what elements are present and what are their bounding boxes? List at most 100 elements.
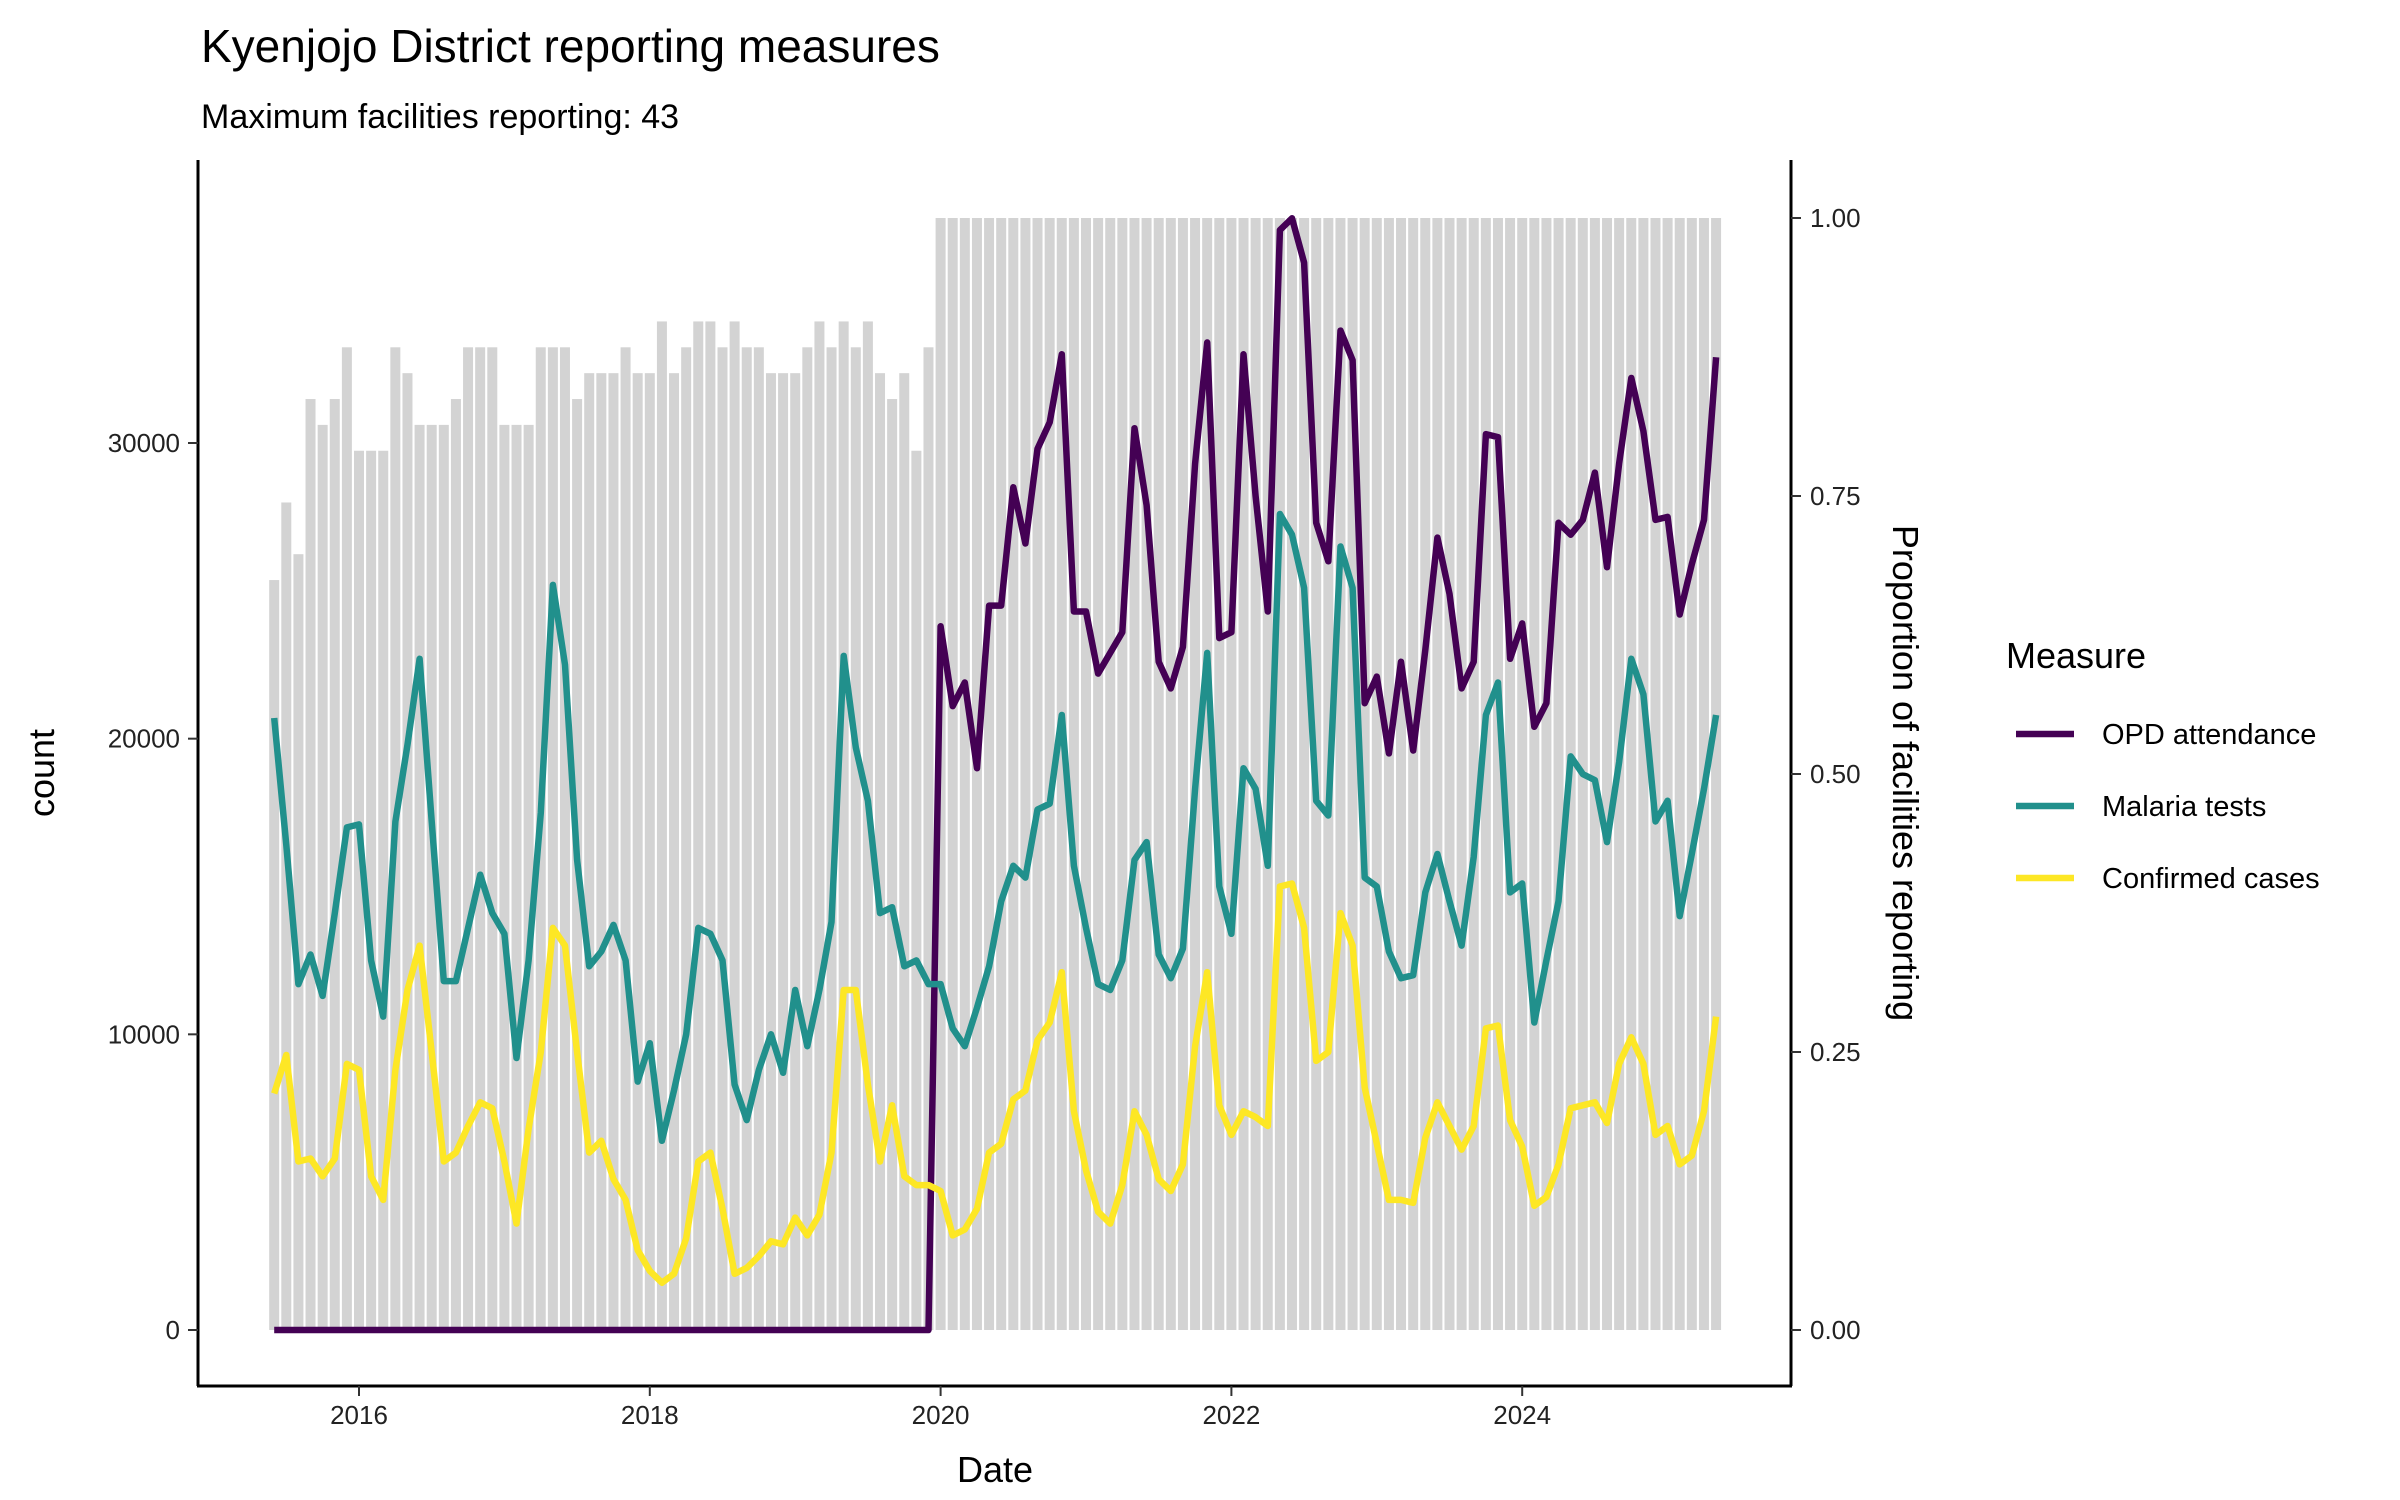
- facility-bar: [1081, 218, 1091, 1330]
- y2-axis-label: Proportion of facilities reporting: [1885, 525, 1926, 1021]
- facility-bar: [632, 373, 643, 1330]
- facility-bar: [1383, 218, 1394, 1330]
- facility-bar: [329, 399, 340, 1330]
- facility-bar: [644, 373, 655, 1330]
- facility-bar: [1274, 218, 1285, 1330]
- y2-tick-label: 0.75: [1810, 481, 1861, 511]
- facility-bar: [1444, 218, 1455, 1330]
- facility-bar: [996, 218, 1007, 1330]
- facility-bar: [523, 424, 534, 1330]
- facility-bar: [984, 218, 995, 1330]
- x-tick-label: 2024: [1493, 1400, 1551, 1430]
- facility-bar: [1420, 218, 1431, 1330]
- y2-tick-label: 0.00: [1810, 1315, 1861, 1345]
- legend-item: Confirmed cases: [2016, 863, 2320, 895]
- facility-bar: [402, 373, 413, 1330]
- facility-bar: [1044, 218, 1055, 1330]
- facility-bar: [1335, 218, 1346, 1330]
- facility-bar: [899, 373, 910, 1330]
- facility-bar: [850, 347, 861, 1330]
- facility-bar: [1468, 218, 1479, 1330]
- facility-bar: [1432, 218, 1443, 1330]
- facility-bar: [1105, 218, 1116, 1330]
- facility-bar: [1250, 218, 1261, 1330]
- facility-bar: [1286, 218, 1297, 1330]
- legend-title: Measure: [2006, 635, 2146, 676]
- y2-tick-label: 1.00: [1810, 203, 1861, 233]
- facility-bar: [814, 321, 825, 1330]
- facility-bar: [620, 347, 631, 1330]
- facility-bar: [1093, 218, 1104, 1330]
- chart-title: Kyenjojo District reporting measures: [201, 20, 940, 72]
- legend: Measure OPD attendance Malaria tests Confi…: [2006, 635, 2320, 895]
- facility-bar: [1711, 218, 1722, 1330]
- facility-bar: [354, 450, 364, 1331]
- legend-label: Malaria tests: [2102, 791, 2266, 823]
- facility-bar: [778, 373, 789, 1330]
- facility-bar: [1299, 218, 1310, 1330]
- facility-bar: [547, 347, 558, 1330]
- facility-bar: [923, 347, 934, 1330]
- facility-bar: [875, 373, 886, 1330]
- y-tick-label: 0: [166, 1315, 180, 1345]
- y2-tick-label: 0.25: [1810, 1037, 1861, 1067]
- facility-bar: [1165, 218, 1176, 1330]
- facility-bar: [729, 321, 740, 1330]
- facility-bar: [1408, 218, 1419, 1330]
- facility-bar: [1177, 218, 1188, 1330]
- legend-label: OPD attendance: [2102, 719, 2316, 751]
- facility-bar: [1202, 218, 1213, 1330]
- series-line-opd-attendance: [274, 215, 1720, 1334]
- x-tick-label: 2022: [1202, 1400, 1260, 1430]
- facility-bar: [414, 424, 425, 1330]
- y-tick-label: 30000: [108, 428, 180, 458]
- facility-bar: [693, 321, 704, 1330]
- facility-bar: [450, 399, 461, 1330]
- x-tick-label: 2016: [330, 1400, 388, 1430]
- legend-item: OPD attendance: [2016, 719, 2316, 751]
- series-lines: [270, 215, 1720, 1334]
- facility-bar: [669, 373, 680, 1330]
- facility-bar: [317, 424, 328, 1330]
- facility-bar: [426, 424, 437, 1330]
- facility-bar: [1020, 218, 1031, 1330]
- facility-bar: [790, 373, 801, 1330]
- facility-bar: [1456, 218, 1467, 1330]
- facility-bar: [584, 373, 595, 1330]
- facility-bar: [305, 399, 316, 1330]
- facility-bar: [1153, 218, 1164, 1330]
- facility-bar: [959, 218, 970, 1330]
- facility-bar: [1529, 218, 1540, 1330]
- facility-bar: [1347, 218, 1358, 1330]
- facility-bar: [1032, 218, 1043, 1330]
- facility-bar: [1141, 218, 1152, 1330]
- facility-bar: [705, 321, 716, 1330]
- facility-bar: [741, 347, 752, 1330]
- facility-bar: [463, 347, 474, 1330]
- y2-tick-label: 0.50: [1810, 759, 1861, 789]
- facility-bar: [826, 347, 837, 1330]
- facility-bar: [1214, 218, 1225, 1330]
- facility-bar: [1396, 218, 1407, 1330]
- facility-bar: [887, 399, 898, 1330]
- facility-bar: [681, 347, 692, 1330]
- facility-bars: [269, 218, 1722, 1331]
- y-axis-label: count: [21, 729, 62, 817]
- facility-bar: [1589, 218, 1600, 1330]
- facility-bar: [1674, 218, 1685, 1330]
- facility-bar: [1226, 218, 1237, 1330]
- legend-label: Confirmed cases: [2102, 863, 2320, 895]
- facility-bar: [366, 450, 377, 1331]
- facility-bar: [438, 424, 449, 1330]
- facility-bar: [596, 373, 607, 1330]
- facility-bar: [802, 347, 813, 1330]
- x-tick-label: 2018: [621, 1400, 679, 1430]
- facility-bar: [911, 450, 922, 1331]
- facility-bar: [1602, 218, 1613, 1330]
- x-tick-label: 2020: [912, 1400, 970, 1430]
- legend-item: Malaria tests: [2016, 791, 2266, 823]
- facility-bar: [1541, 218, 1552, 1330]
- facility-bar: [1056, 218, 1067, 1330]
- facility-bar: [608, 373, 619, 1330]
- facility-bar: [1662, 218, 1673, 1330]
